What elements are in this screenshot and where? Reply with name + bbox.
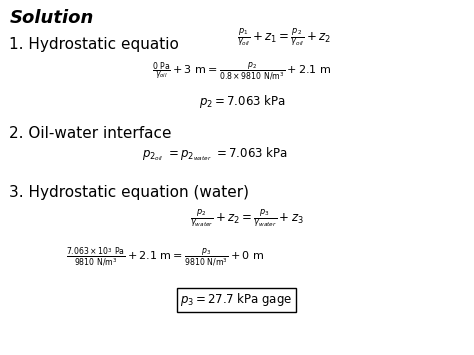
Text: $\frac{7.063 \times 10^3\ \mathrm{Pa}}{9810\ \mathrm{N/m^3}} + 2.1\ \mathrm{m} =: $\frac{7.063 \times 10^3\ \mathrm{Pa}}{9… [66, 246, 264, 268]
Text: Solution: Solution [9, 9, 94, 27]
Text: 1. Hydrostatic equatio: 1. Hydrostatic equatio [9, 37, 179, 52]
Text: $p_3 = 27.7\ \mathrm{kPa\ gage}$: $p_3 = 27.7\ \mathrm{kPa\ gage}$ [180, 291, 292, 308]
Text: $\frac{p_2}{\gamma_{water}} + z_2 = \frac{p_3}{\gamma_{water}} + z_3$: $\frac{p_2}{\gamma_{water}} + z_2 = \fra… [190, 207, 303, 229]
Text: $p_{2_{oil}}\ = p_{2_{water}}\ = 7.063\ \mathrm{kPa}$: $p_{2_{oil}}\ = p_{2_{water}}\ = 7.063\ … [142, 146, 288, 163]
Text: $\frac{0\ \mathrm{Pa}}{\gamma_{oil}} + 3\ \mathrm{m} = \frac{p_2}{0.8 \times 981: $\frac{0\ \mathrm{Pa}}{\gamma_{oil}} + 3… [152, 61, 331, 84]
Text: 3. Hydrostatic equation (water): 3. Hydrostatic equation (water) [9, 185, 249, 200]
Text: $\frac{p_1}{\gamma_{oil}} + z_1 = \frac{p_2}{\gamma_{oil}} + z_2$: $\frac{p_1}{\gamma_{oil}} + z_1 = \frac{… [237, 26, 331, 48]
Text: 2. Oil-water interface: 2. Oil-water interface [9, 126, 172, 141]
Text: $p_2 = 7.063\ \mathrm{kPa}$: $p_2 = 7.063\ \mathrm{kPa}$ [199, 93, 286, 110]
